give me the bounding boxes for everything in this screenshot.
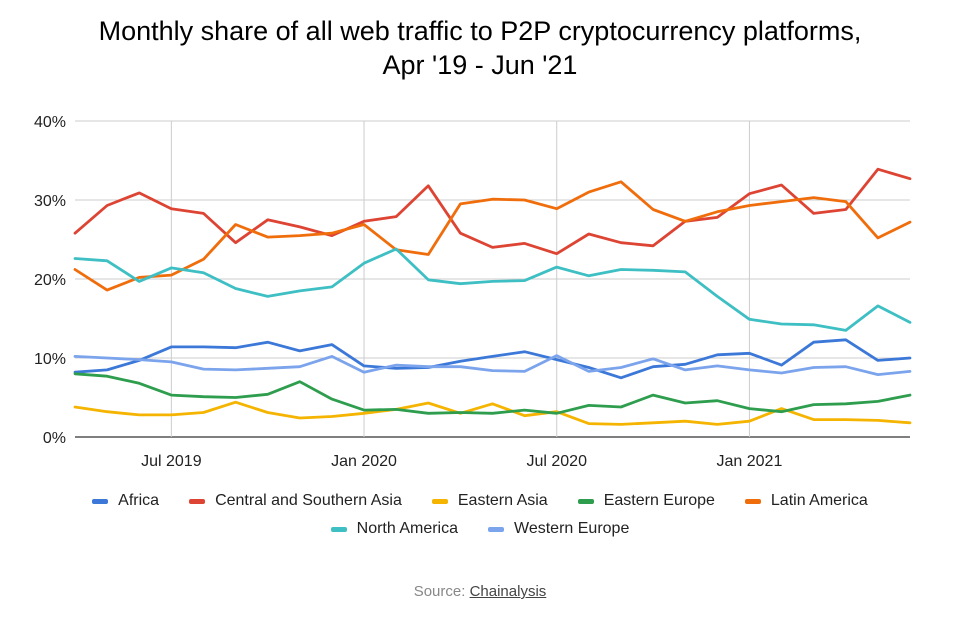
legend-item: North America: [330, 520, 459, 538]
x-tick-label: Jan 2020: [331, 453, 397, 470]
legend-row-2: North America Western Europe: [0, 515, 960, 543]
chart-title: Monthly share of all web traffic to P2P …: [98, 16, 862, 46]
legend-swatch: [744, 498, 761, 504]
legend-item: Western Europe: [488, 520, 629, 538]
legend-swatch: [92, 498, 109, 504]
y-tick-label: 40%: [34, 114, 66, 131]
legend-swatch: [431, 498, 448, 504]
series-line-eastern-asia: [73, 400, 912, 426]
series-line-eastern-europe: [73, 372, 912, 415]
chart-title-block: Monthly share of all web traffic to P2P …: [0, 14, 960, 82]
legend-swatch: [488, 526, 505, 532]
legend-item: Latin America: [744, 492, 868, 510]
legend-item: Eastern Asia: [431, 492, 548, 510]
source-link[interactable]: Chainalysis: [469, 583, 547, 600]
legend-label: Eastern Europe: [603, 492, 715, 509]
legend-item: Central and Southern Asia: [189, 492, 402, 510]
series-line-latin-america: [73, 180, 912, 292]
y-axis-ticks: 0% 10% 20% 30% 40%: [34, 114, 66, 447]
legend: Africa Central and Southern Asia Eastern A…: [0, 487, 960, 543]
legend-swatch: [577, 498, 594, 504]
legend-swatch: [330, 526, 347, 532]
legend-label: Western Europe: [514, 520, 630, 537]
series-lines: [73, 167, 912, 426]
y-tick-label: 20%: [34, 272, 66, 289]
series-line-central-and-southern-asia: [73, 167, 912, 256]
y-tick-label: 30%: [34, 193, 66, 210]
legend-row-1: Africa Central and Southern Asia Eastern A…: [0, 487, 960, 515]
grid-lines: [75, 120, 910, 438]
legend-label: Latin America: [770, 492, 868, 509]
series-line-north-america: [73, 247, 912, 332]
legend-item: Eastern Europe: [577, 492, 715, 510]
legend-item: Africa: [92, 492, 159, 510]
legend-label: North America: [356, 520, 459, 537]
chart-subtitle: Apr '19 - Jun '21: [382, 50, 578, 80]
legend-swatch: [189, 498, 206, 504]
source-note: Source: Chainalysis: [0, 583, 960, 600]
y-tick-label: 0%: [43, 430, 66, 447]
legend-label: Eastern Asia: [457, 492, 548, 509]
x-tick-label: Jan 2021: [717, 453, 783, 470]
series-line-western-europe: [73, 354, 912, 377]
legend-label: Central and Southern Asia: [215, 492, 402, 509]
series-line-africa: [73, 338, 912, 380]
legend-label: Africa: [118, 492, 160, 509]
x-tick-label: Jul 2019: [141, 453, 202, 470]
y-tick-label: 10%: [34, 351, 66, 368]
x-tick-label: Jul 2020: [526, 453, 587, 470]
x-axis-ticks: Jul 2019 Jan 2020 Jul 2020 Jan 2021: [141, 453, 782, 470]
source-label: Source:: [413, 583, 466, 600]
